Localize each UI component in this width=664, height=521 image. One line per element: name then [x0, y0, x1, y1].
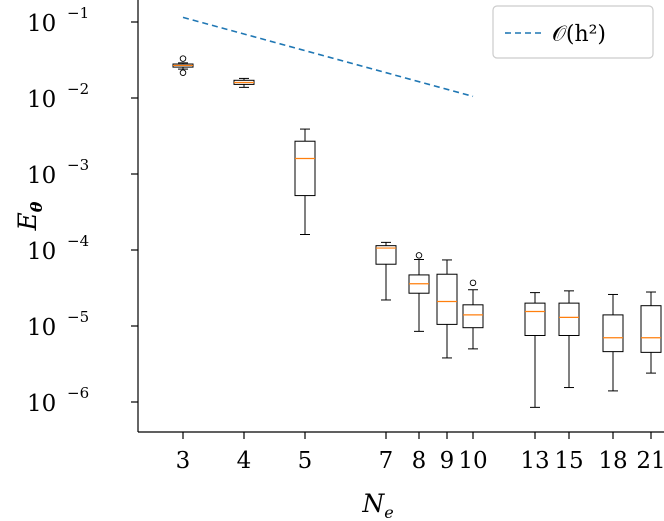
- box: [375, 245, 397, 265]
- x-tick-label: 18: [598, 448, 627, 474]
- box: [558, 302, 580, 336]
- x-tick-label: 15: [554, 448, 583, 474]
- outlier-point: [415, 252, 423, 259]
- x-tick-label: 9: [440, 448, 455, 474]
- boxplot-8: [408, 252, 430, 332]
- boxplot-7: [375, 241, 397, 301]
- boxplot-18: [602, 293, 624, 392]
- y-tick-label: 10: [27, 315, 56, 341]
- y-tick-label: 10: [27, 11, 56, 37]
- boxplot-9: [436, 259, 458, 359]
- y-tick-exponent: −2: [67, 80, 89, 98]
- boxplot-13: [524, 292, 546, 408]
- box: [294, 140, 316, 197]
- y-tick-exponent: −6: [67, 384, 89, 402]
- outlier-point: [179, 69, 187, 76]
- box: [436, 273, 458, 325]
- legend-frame: [492, 5, 654, 59]
- boxplot-5: [294, 128, 316, 235]
- x-tick-label: 13: [520, 448, 549, 474]
- boxplot-3: [172, 55, 194, 76]
- y-tick-label: 10: [27, 87, 56, 113]
- y-tick-exponent: −5: [67, 308, 89, 326]
- reference-line-oh2: [182, 16, 474, 98]
- boxplot-21: [640, 291, 662, 374]
- box: [462, 304, 484, 329]
- y-axis-title: Eθ: [13, 201, 46, 231]
- x-tick-label: 10: [458, 448, 487, 474]
- y-tick-exponent: −1: [67, 4, 89, 22]
- boxplots: [172, 55, 662, 408]
- x-tick-label: 5: [298, 448, 313, 474]
- box: [524, 302, 546, 336]
- x-ticks: 3 4 5 7 8 9 10 13 15 18 21: [176, 432, 664, 474]
- y-ticks: 10 −6 10 −5 10 −4 10 −3 10 −2 10 −1: [27, 4, 138, 417]
- boxplot-15: [558, 290, 580, 389]
- x-tick-label: 7: [379, 448, 394, 474]
- outlier-point: [469, 279, 477, 287]
- boxplot-10: [462, 279, 484, 350]
- y-tick-label: 10: [27, 239, 56, 265]
- x-tick-label: 4: [237, 448, 252, 474]
- x-tick-label: 3: [176, 448, 191, 474]
- boxplot-4: [233, 77, 255, 88]
- outlier-point: [179, 55, 187, 62]
- box: [602, 314, 624, 353]
- x-tick-label: 8: [412, 448, 427, 474]
- reference-line: [182, 16, 474, 98]
- y-tick-label: 10: [27, 391, 56, 417]
- legend: 𝒪(h²): [492, 5, 654, 59]
- x-axis-title: Ne: [361, 489, 393, 521]
- y-tick-label: 10: [27, 163, 56, 189]
- y-tick-exponent: −4: [67, 232, 89, 250]
- legend-label: 𝒪(h²): [552, 22, 606, 47]
- box: [640, 305, 662, 353]
- x-tick-label: 21: [636, 448, 664, 474]
- y-tick-exponent: −3: [67, 156, 89, 174]
